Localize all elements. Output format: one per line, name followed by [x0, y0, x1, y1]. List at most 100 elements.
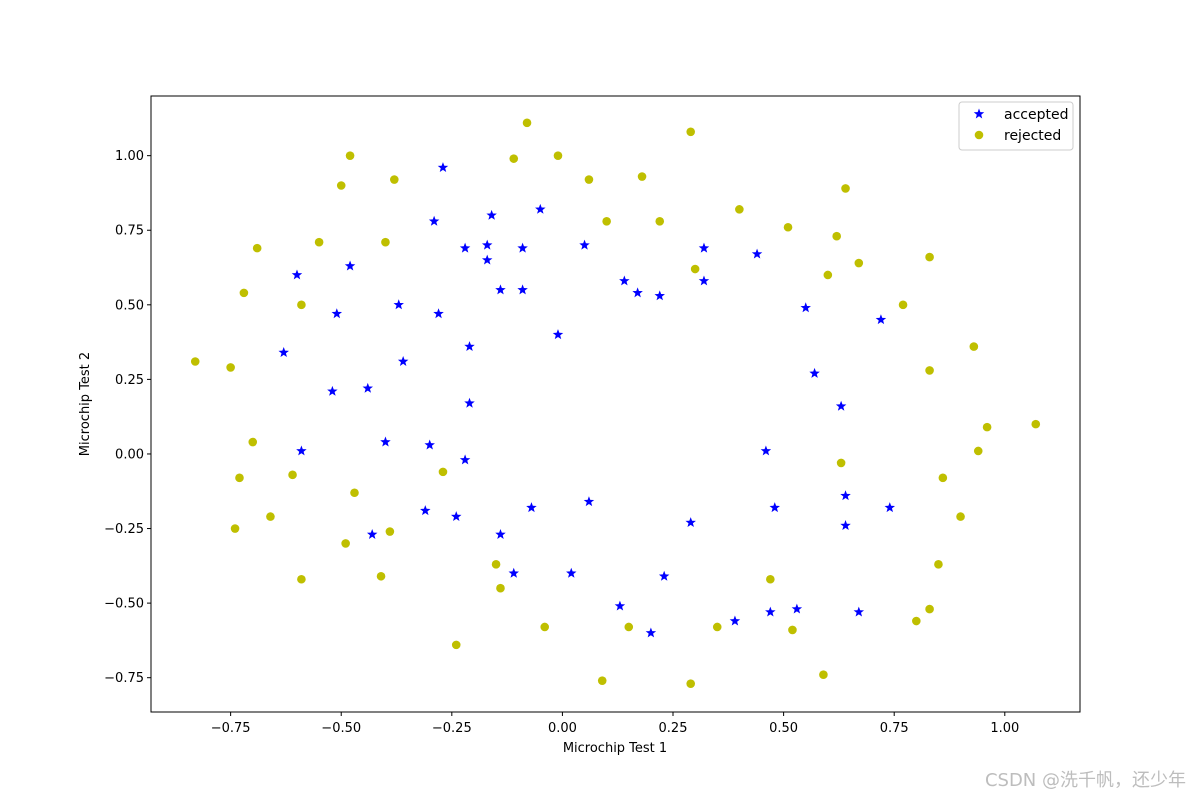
- x-axis: −0.75 −0.50 −0.25 0.00 0.25 0.50 0.75 1.00: [211, 712, 1019, 736]
- rejected-point: [788, 625, 797, 635]
- accepted-point: [327, 385, 338, 396]
- accepted-point: [459, 454, 471, 465]
- accepted-point: [420, 505, 431, 516]
- rejected-point: [823, 270, 833, 280]
- rejected-point: [969, 342, 979, 351]
- accepted-point: [366, 529, 378, 539]
- x-axis-label: Microchip Test 1: [563, 741, 667, 756]
- accepted-point: [380, 436, 391, 447]
- x-tick-label: 0.25: [659, 721, 688, 736]
- y-tick-label: −0.25: [104, 522, 144, 537]
- y-tick-label: 0.75: [115, 224, 144, 239]
- accepted-point: [481, 254, 493, 265]
- rejected-point: [597, 676, 607, 685]
- y-tick-label: 1.00: [115, 149, 144, 164]
- rejected-point: [854, 258, 864, 268]
- accepted-point: [508, 567, 519, 578]
- plot-frame: [150, 95, 1081, 713]
- rejected-point: [438, 467, 448, 477]
- rejected-point: [288, 470, 297, 480]
- rejected-point: [912, 616, 921, 626]
- accepted-point: [344, 260, 356, 271]
- accepted-point: [362, 382, 373, 393]
- accepted-point: [658, 570, 670, 581]
- accepted-point: [840, 490, 851, 501]
- rejected-point: [522, 118, 532, 128]
- rejected-point: [509, 154, 519, 163]
- accepted-point: [517, 242, 528, 253]
- rejected-point: [841, 184, 850, 193]
- rejected-point: [783, 222, 793, 232]
- accepted-point: [760, 445, 772, 456]
- accepted-point: [526, 502, 537, 513]
- rejected-point: [381, 237, 390, 247]
- accepted-point: [800, 302, 811, 313]
- accepted-point: [791, 603, 803, 614]
- legend-accepted-label: accepted: [1004, 107, 1068, 123]
- accepted-point: [632, 287, 643, 298]
- accepted-point: [809, 367, 820, 378]
- rejected-point: [956, 512, 965, 521]
- accepted-point: [698, 275, 710, 286]
- legend-box: [958, 101, 1074, 151]
- accepted-point: [433, 308, 444, 319]
- accepted-point: [296, 445, 307, 456]
- rejected-point: [336, 181, 346, 190]
- accepted-point: [437, 162, 449, 173]
- accepted-point: [486, 209, 497, 220]
- accepted-point: [579, 239, 590, 250]
- x-tick-label: 0.75: [880, 721, 909, 736]
- rejected-point: [252, 243, 262, 253]
- y-axis-label: Microchip Test 2: [78, 352, 93, 456]
- rejected-point: [982, 422, 992, 432]
- accepted-point: [729, 615, 741, 626]
- rejected-point: [266, 512, 275, 521]
- accepted-point: [459, 242, 471, 253]
- accepted-point: [464, 397, 475, 408]
- accepted-point: [566, 567, 577, 578]
- rejected-point: [496, 583, 505, 593]
- rejected-point: [297, 300, 306, 310]
- rejected-point: [540, 622, 550, 632]
- accepted-point: [614, 600, 626, 611]
- rejected-point: [584, 175, 594, 184]
- accepted-point: [464, 341, 475, 352]
- accepted-point: [495, 529, 506, 539]
- rejected-point: [451, 640, 461, 650]
- accepted-point: [654, 290, 665, 301]
- accepted-point: [397, 355, 409, 366]
- rejected-point: [314, 237, 324, 247]
- rejected-point: [624, 622, 634, 632]
- rejected-point: [1031, 419, 1041, 429]
- accepted-point: [751, 248, 763, 259]
- rejected-point: [491, 560, 501, 569]
- y-tick-label: −0.75: [104, 671, 144, 686]
- rejected-point: [925, 252, 934, 262]
- x-tick-label: −0.50: [321, 721, 361, 736]
- legend: accepted rejected: [958, 101, 1074, 151]
- accepted-point: [645, 627, 657, 638]
- rejected-point: [226, 363, 235, 372]
- accepted-point: [495, 284, 506, 295]
- rejected-point: [390, 175, 399, 184]
- rejected-point: [735, 205, 744, 214]
- accepted-point: [424, 439, 435, 450]
- rejected-point: [686, 679, 696, 688]
- accepted-point: [765, 606, 776, 617]
- accepted-point: [451, 511, 462, 522]
- rejected-point: [898, 300, 908, 310]
- rejected-point: [235, 473, 244, 483]
- rejected-point: [934, 560, 943, 569]
- x-tick-label: −0.25: [432, 721, 472, 736]
- legend-rejected-label: rejected: [1004, 128, 1061, 144]
- rejected-point: [602, 216, 611, 226]
- accepted-point: [535, 203, 546, 214]
- accepted-point: [583, 496, 595, 507]
- accepted-point: [331, 308, 343, 319]
- x-tick-label: 0.00: [548, 721, 577, 736]
- rejected-point: [341, 539, 350, 548]
- y-axis: −0.75 −0.50 −0.25 0.00 0.25 0.50 0.75 1.00: [104, 149, 151, 686]
- accepted-point: [517, 284, 528, 295]
- rejected-point: [385, 527, 395, 536]
- rejected-point: [190, 357, 200, 366]
